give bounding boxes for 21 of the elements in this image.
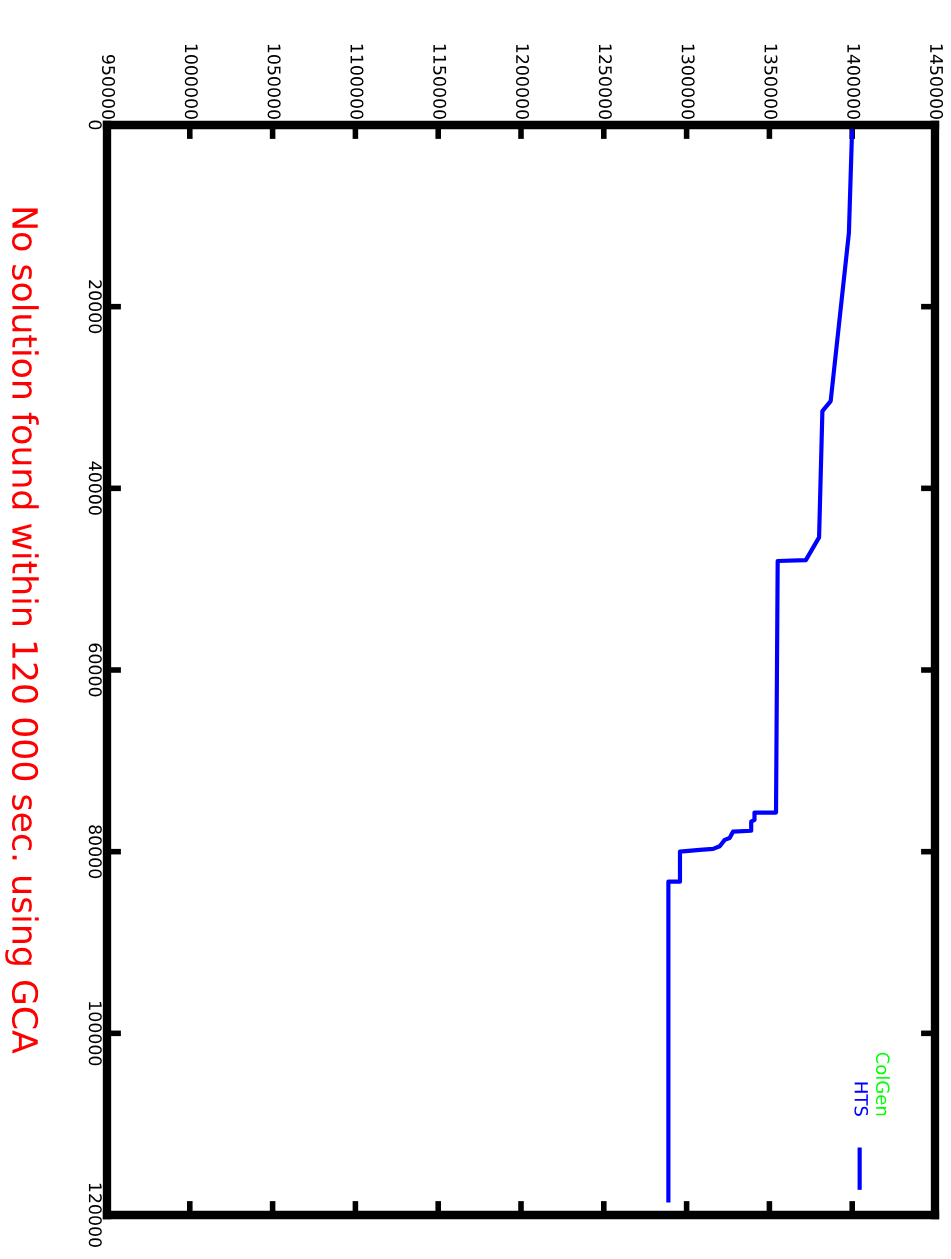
text: No solution found within 120 000 sec. using GCA	[5, 208, 39, 1054]
x-tick-label: 1300000	[681, 44, 695, 119]
x-tick-label: 1250000	[598, 44, 612, 119]
y-tick-label: 100000	[88, 1002, 102, 1066]
x-tick-label: 950000	[101, 54, 116, 119]
legend-label: ColGen	[875, 1052, 890, 1116]
y-tick-label: 40000	[88, 461, 102, 515]
y-tick-label: 120000	[88, 1183, 102, 1247]
text: HTS	[854, 1082, 869, 1116]
y-tick-label: 0	[88, 120, 102, 130]
x-tick-label: 1100000	[350, 44, 364, 119]
y-tick-label: 80000	[88, 825, 102, 879]
y-tick-label: 60000	[88, 643, 102, 697]
x-tick-label: 1000000	[184, 44, 198, 119]
x-tick-label: 1450000	[929, 44, 944, 119]
x-tick-label: 1350000	[764, 44, 778, 119]
x-tick-label: 1200000	[515, 44, 530, 119]
x-tick-label: 1050000	[267, 44, 281, 119]
y-tick-label: 20000	[88, 280, 102, 334]
x-tick-label: 1150000	[433, 44, 447, 119]
x-tick-label: 1400000	[847, 44, 861, 119]
